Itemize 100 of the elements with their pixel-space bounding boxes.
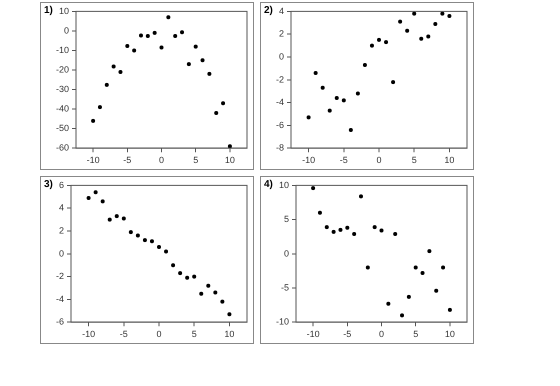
point xyxy=(94,190,98,194)
chart-title: 2) xyxy=(264,5,273,16)
x-tick-label: 10 xyxy=(224,155,235,166)
y-tick-label: 0 xyxy=(278,51,284,62)
x-tick-label: 10 xyxy=(444,155,454,166)
point xyxy=(192,274,196,279)
y-tick-label: -10 xyxy=(276,316,290,327)
point xyxy=(380,228,384,233)
x-tick-label: -5 xyxy=(120,329,128,340)
y-tick-label: -6 xyxy=(276,120,284,130)
point xyxy=(342,98,346,102)
point xyxy=(414,265,418,270)
point xyxy=(356,91,360,96)
point xyxy=(207,72,212,76)
point xyxy=(440,12,444,16)
y-tick-label: 0 xyxy=(64,25,70,36)
y-tick-label: 6 xyxy=(58,180,64,190)
point xyxy=(136,234,140,238)
point xyxy=(352,232,356,236)
y-tick-label: -5 xyxy=(280,282,290,292)
y-tick-label: -40 xyxy=(56,104,70,114)
point xyxy=(406,294,411,299)
point xyxy=(166,15,170,20)
point xyxy=(164,250,168,254)
chart-title: 3) xyxy=(44,179,53,190)
x-tick-label: 5 xyxy=(413,329,418,340)
point xyxy=(314,70,318,75)
y-tick-label: -50 xyxy=(56,123,70,134)
point xyxy=(306,115,311,120)
point xyxy=(419,36,424,41)
x-tick-label: 0 xyxy=(158,155,164,166)
y-tick-label: 0 xyxy=(284,248,290,258)
point xyxy=(108,218,112,222)
chart-title: 1) xyxy=(44,5,53,16)
point xyxy=(332,230,336,234)
x-tick-label: 0 xyxy=(378,329,384,340)
point xyxy=(220,300,224,304)
point xyxy=(412,12,416,16)
point xyxy=(91,118,96,123)
point xyxy=(171,263,176,268)
x-tick-label: -10 xyxy=(302,155,316,166)
y-tick-label: 4 xyxy=(278,6,284,16)
y-tick-label: -2 xyxy=(56,271,64,282)
point xyxy=(180,30,184,34)
point xyxy=(112,64,116,69)
x-tick-label: 0 xyxy=(376,155,382,166)
y-tick-label: 10 xyxy=(278,180,290,190)
x-tick-label: -5 xyxy=(123,155,132,166)
point xyxy=(150,239,154,244)
point xyxy=(324,225,329,230)
point xyxy=(185,276,190,280)
x-tick-label: 0 xyxy=(156,329,162,340)
point xyxy=(328,108,332,113)
point xyxy=(146,34,150,38)
x-tick-label: 5 xyxy=(193,155,198,166)
y-tick-label: 5 xyxy=(284,214,290,224)
x-tick-label: 10 xyxy=(224,329,234,340)
point xyxy=(173,34,178,38)
y-tick-label: -4 xyxy=(56,294,64,304)
point xyxy=(100,199,105,204)
point xyxy=(391,80,396,84)
point xyxy=(420,270,425,275)
point xyxy=(114,214,119,218)
point xyxy=(348,128,353,132)
point xyxy=(377,38,381,42)
point xyxy=(122,216,126,220)
point xyxy=(157,244,161,249)
x-tick-label: 10 xyxy=(444,329,455,340)
point xyxy=(138,33,143,38)
y-tick-label: -2 xyxy=(276,74,284,84)
point xyxy=(104,82,109,87)
point xyxy=(386,302,390,306)
point xyxy=(434,288,438,293)
point xyxy=(199,292,204,296)
point xyxy=(358,194,363,198)
y-tick-label: 0 xyxy=(58,248,64,258)
point xyxy=(338,228,342,232)
point xyxy=(125,44,130,48)
y-tick-label: -4 xyxy=(276,97,284,108)
point xyxy=(214,111,218,116)
point xyxy=(433,22,438,26)
point xyxy=(427,249,432,254)
point xyxy=(398,20,402,24)
x-tick-label: -5 xyxy=(343,329,352,340)
x-tick-label: -10 xyxy=(306,329,320,340)
y-tick-label: -8 xyxy=(276,142,284,153)
point xyxy=(334,96,339,100)
point xyxy=(200,58,205,62)
point xyxy=(441,265,446,270)
y-tick-label: -20 xyxy=(56,64,70,75)
point xyxy=(142,238,147,242)
y-tick-label: -60 xyxy=(56,142,70,153)
point xyxy=(400,313,404,318)
x-tick-label: -5 xyxy=(340,155,348,166)
point xyxy=(318,210,322,215)
point xyxy=(221,101,226,106)
point xyxy=(393,232,398,236)
point xyxy=(362,62,367,67)
y-tick-label: -30 xyxy=(56,84,70,94)
x-tick-label: 5 xyxy=(412,155,417,166)
